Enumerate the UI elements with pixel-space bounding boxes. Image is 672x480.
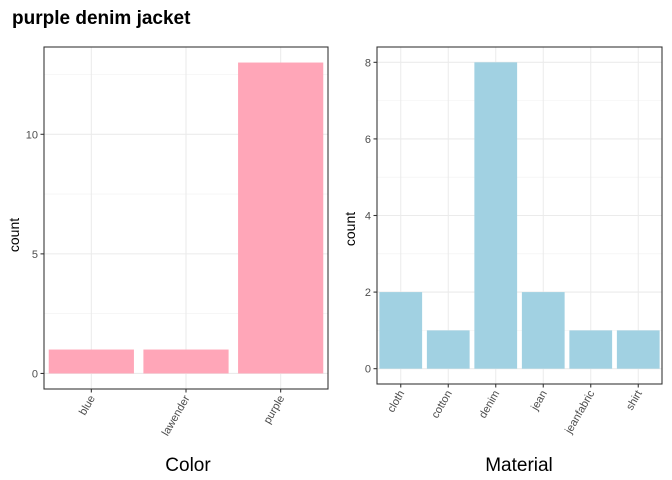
material-y-tick-label: 0 [365, 364, 371, 376]
material-bar-jeanfabric [569, 330, 613, 369]
figure-title: purple denim jacket [12, 8, 191, 29]
material-y-tick-label: 6 [365, 134, 371, 146]
material-y-tick-label: 4 [365, 211, 371, 223]
color-y-tick-label: 0 [32, 368, 38, 380]
material-y-axis-title: count [342, 212, 358, 246]
material-x-tick-label-jean: jean [529, 389, 550, 414]
color-chart-panel: 0 5 10 blue lawender purple Color count [6, 46, 329, 476]
color-x-axis-title: Color [165, 455, 211, 476]
material-y-tick-label: 8 [365, 57, 371, 69]
color-x-tick-label-purple: purple [262, 394, 288, 426]
material-y-tick-label: 2 [365, 287, 371, 299]
material-x-tick-label-shirt: shirt [624, 389, 645, 413]
material-x-tick-label-cotton: cotton [429, 389, 454, 421]
material-bar-denim [474, 62, 518, 369]
material-bar-jean [521, 292, 565, 369]
material-x-axis-title: Material [485, 455, 553, 476]
color-y-tick-label: 10 [26, 129, 38, 141]
material-x-tick-label-denim: denim [477, 389, 502, 421]
color-y-tick-label: 5 [32, 249, 38, 261]
color-bar-purple [238, 62, 324, 374]
material-chart-panel: 0 2 4 6 8 cloth cotton denim jean jeanfabric shirt… [342, 46, 663, 476]
color-x-tick-label-lawender: lawender [160, 393, 193, 438]
material-x-tick-label-jeanfabric: jeanfabric [563, 388, 598, 437]
material-bar-cloth [379, 292, 423, 369]
color-bar-lawender [143, 349, 229, 374]
color-bar-blue [48, 349, 134, 374]
material-bar-cotton [426, 330, 470, 369]
material-bar-shirt [616, 330, 660, 369]
color-y-axis-title: count [6, 218, 22, 252]
color-x-tick-label-blue: blue [77, 394, 98, 418]
material-x-tick-label-cloth: cloth [385, 389, 407, 415]
